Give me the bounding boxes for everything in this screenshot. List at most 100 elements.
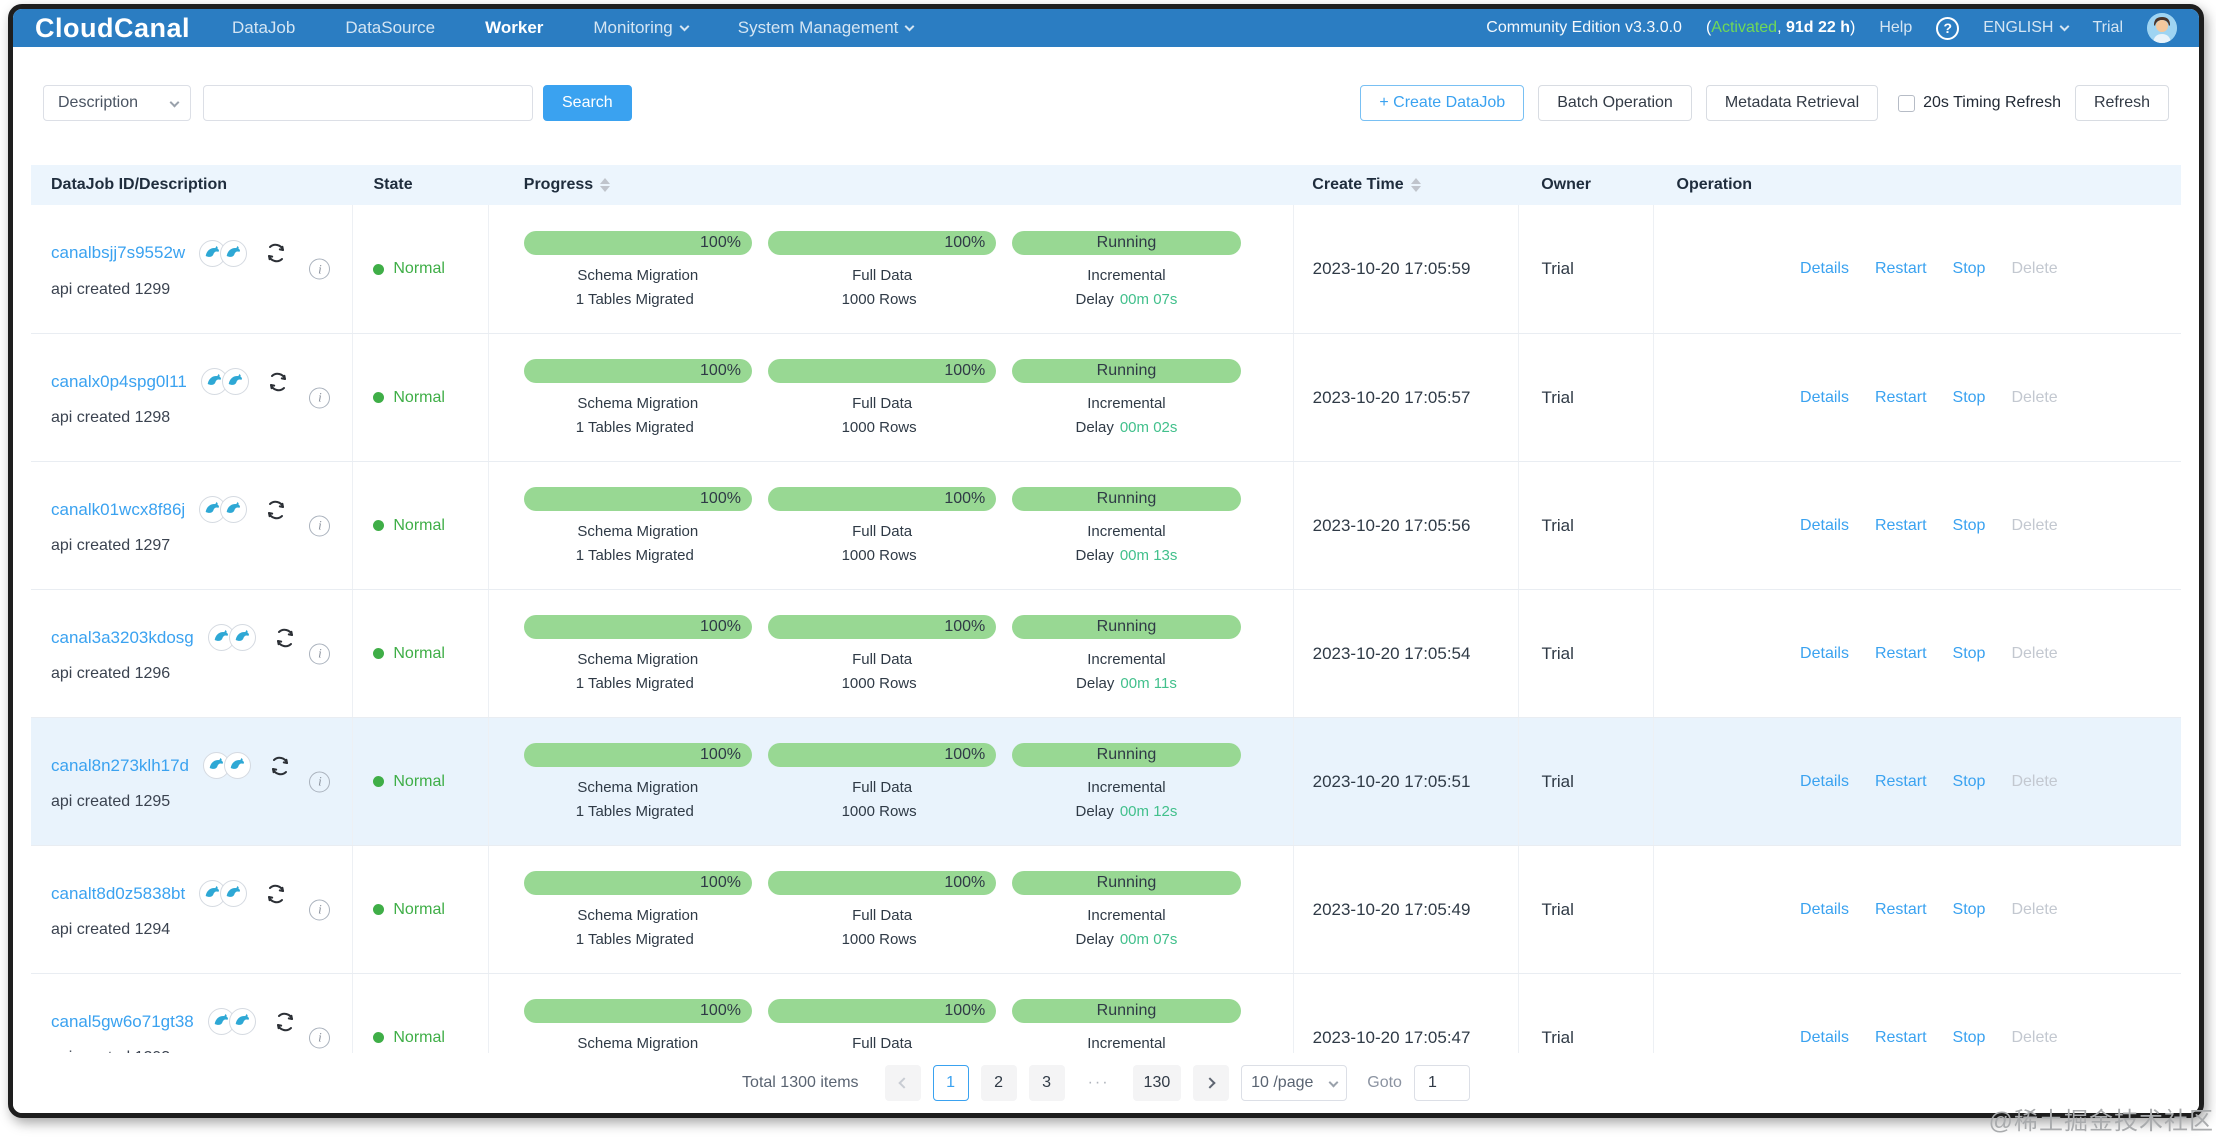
col-header-datajob-id: DataJob ID/Description [51, 176, 228, 193]
datajob-id-link[interactable]: canalbsjj7s9552w [51, 243, 186, 262]
progress-bar-label: 100% [944, 874, 986, 891]
info-icon[interactable]: i [309, 1027, 331, 1048]
stop-link[interactable]: Stop [1952, 516, 1986, 534]
restart-link[interactable]: Restart [1874, 772, 1927, 790]
phase-title: Full Data [852, 779, 913, 796]
page-button-last[interactable]: 130 [1132, 1065, 1182, 1101]
details-link[interactable]: Details [1800, 516, 1849, 534]
activation-duration: 91d 22 h [1785, 19, 1850, 36]
phase-full-data: 100% Full Data 1000 Rows [767, 487, 997, 564]
page-button-2[interactable]: 2 [980, 1065, 1017, 1101]
phase-detail-text: Delay [1075, 290, 1114, 308]
phase-detail-text: 1 Tables Migrated [575, 675, 694, 692]
col-header-create-time[interactable]: Create Time [1293, 176, 1519, 194]
sort-icon[interactable] [1410, 178, 1421, 192]
nav-item-worker[interactable]: Worker [485, 18, 544, 37]
datasource-badges [207, 1008, 256, 1035]
datajob-id-link[interactable]: canal5gw6o71gt38 [51, 1011, 194, 1031]
restart-link[interactable]: Restart [1874, 1028, 1927, 1046]
language-selector[interactable]: ENGLISH [1983, 19, 2070, 37]
info-icon[interactable]: i [309, 643, 331, 664]
next-page-button[interactable] [1193, 1065, 1230, 1101]
details-link[interactable]: Details [1800, 388, 1849, 406]
phase-detail-text: 1000 Rows [841, 675, 917, 692]
table-row: canalx0p4spg0l11 [31, 333, 2181, 461]
datajob-description: api created 1298 [51, 409, 171, 426]
progress-bar-label: Running [1096, 233, 1157, 251]
datajob-id-link[interactable]: canalx0p4spg0l11 [51, 371, 187, 391]
datajob-id-link[interactable]: canal3a3203kdosg [51, 627, 194, 647]
sync-loop-icon [274, 1011, 296, 1033]
user-avatar[interactable] [2147, 13, 2177, 43]
datajob-id-link[interactable]: canalt8d0z5838bt [51, 883, 186, 903]
info-icon[interactable]: i [309, 387, 331, 408]
state-dot-icon [373, 904, 385, 915]
cell-create-time: 2023-10-20 17:05:57 [1294, 334, 1520, 461]
info-icon[interactable]: i [309, 899, 331, 920]
stop-link[interactable]: Stop [1952, 772, 1986, 790]
stop-link[interactable]: Stop [1952, 900, 1986, 918]
stop-link[interactable]: Stop [1952, 388, 1986, 406]
timing-refresh-checkbox[interactable] [1898, 94, 1916, 112]
restart-link[interactable]: Restart [1874, 260, 1927, 277]
sync-loop-icon [267, 371, 289, 393]
cloudcanal-logo[interactable]: CloudCanal [35, 12, 191, 43]
nav-item-monitoring[interactable]: Monitoring [593, 18, 690, 38]
goto-page-input[interactable] [1413, 1065, 1470, 1101]
nav-item-datajob[interactable]: DataJob [232, 18, 296, 37]
restart-link[interactable]: Restart [1874, 644, 1927, 662]
details-link[interactable]: Details [1800, 260, 1849, 277]
details-link[interactable]: Details [1800, 772, 1849, 790]
info-icon[interactable]: i [309, 771, 331, 792]
restart-link[interactable]: Restart [1874, 516, 1927, 534]
restart-link[interactable]: Restart [1874, 900, 1927, 918]
datajob-id-link[interactable]: canalk01wcx8f86j [51, 499, 186, 519]
nav-item-datasource[interactable]: DataSource [345, 18, 436, 37]
prev-page-button[interactable] [884, 1065, 921, 1101]
stop-link[interactable]: Stop [1952, 260, 1986, 277]
progress-bar-label: Running [1096, 490, 1157, 507]
page-button-3[interactable]: 3 [1028, 1065, 1065, 1101]
page-button-1[interactable]: 1 [932, 1065, 969, 1101]
page-size-select[interactable]: 10 /page [1241, 1065, 1348, 1101]
col-header-progress[interactable]: Progress [489, 176, 1294, 194]
activation-state: Activated [1711, 19, 1778, 36]
metadata-retrieval-button[interactable]: Metadata Retrieval [1705, 85, 1879, 121]
search-input[interactable] [203, 85, 533, 121]
cell-progress: 100% Schema Migration 1 Tables Migrated … [489, 462, 1294, 589]
datajob-id-link[interactable]: canal8n273klh17d [51, 755, 190, 775]
col-header-owner: Owner [1541, 176, 1591, 193]
info-icon[interactable]: i [309, 258, 331, 280]
help-link[interactable]: Help [1879, 19, 1913, 36]
stop-link[interactable]: Stop [1952, 1028, 1986, 1046]
nav-item-system-management[interactable]: System Management [738, 18, 915, 38]
state-label: Normal [393, 644, 445, 662]
phase-detail-text: 1 Tables Migrated [575, 931, 694, 948]
restart-link[interactable]: Restart [1874, 388, 1927, 406]
language-label: ENGLISH [1983, 19, 2054, 36]
phase-title: Schema Migration [577, 266, 699, 284]
sort-icon[interactable] [600, 178, 611, 192]
info-icon[interactable]: i [309, 515, 331, 536]
timing-refresh-label: 20s Timing Refresh [1923, 94, 2061, 111]
col-header-progress-label: Progress [523, 176, 594, 193]
details-link[interactable]: Details [1800, 900, 1849, 918]
progress-bar: 100% [523, 999, 752, 1023]
top-navbar: CloudCanal DataJob DataSource Worker Mon… [13, 9, 2199, 47]
search-button[interactable]: Search [543, 85, 632, 121]
question-circle-icon[interactable]: ? [1936, 16, 1960, 40]
phase-detail: 1000 Rows [768, 803, 996, 820]
stop-link[interactable]: Stop [1952, 644, 1986, 662]
phase-title: Schema Migration [577, 395, 699, 412]
state-dot-icon [373, 392, 385, 403]
batch-operation-button[interactable]: Batch Operation [1538, 85, 1692, 121]
phase-detail-green: 00m 07s [1119, 290, 1178, 308]
details-link[interactable]: Details [1800, 644, 1849, 662]
refresh-button[interactable]: Refresh [2074, 85, 2169, 121]
create-datajob-button[interactable]: + Create DataJob [1360, 85, 1525, 121]
filter-field-select[interactable]: Description [43, 85, 191, 121]
cell-operation: Details Restart Stop Delete [1654, 334, 2181, 461]
details-link[interactable]: Details [1800, 1028, 1849, 1046]
phase-detail: Delay 00m 07s [1012, 931, 1240, 948]
owner-value: Trial [1541, 899, 1574, 919]
